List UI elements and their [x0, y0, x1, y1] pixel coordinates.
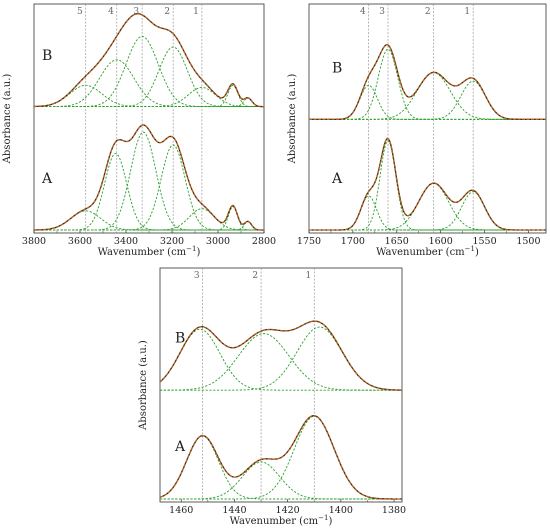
component-band-A — [160, 461, 402, 500]
component-band-A — [159, 435, 402, 500]
x-tick-label: 1650 — [385, 236, 409, 247]
component-band-B — [34, 59, 264, 108]
trace-label-B: B — [175, 330, 185, 346]
plot-frame — [159, 267, 403, 503]
y-axis-title: Absorbance (a.u.) — [2, 74, 13, 165]
x-tick-label: 2800 — [252, 236, 276, 247]
x-tick-label: 1460 — [169, 505, 193, 516]
component-band-A — [309, 140, 546, 231]
x-axis-title-close: ) — [197, 247, 201, 258]
x-tick-label: 1440 — [222, 505, 246, 516]
x-tick-label: 3400 — [114, 236, 138, 247]
trace-label-A: A — [41, 171, 53, 187]
x-tick-label: 1420 — [276, 505, 300, 516]
x-axis-title: Wavenumber (cm−1) — [376, 245, 479, 258]
measured-spectrum-A — [309, 137, 546, 231]
y-axis-title: Absorbance (a.u.) — [138, 340, 149, 431]
peak-marker-label: 3 — [133, 7, 139, 17]
component-band-A — [34, 221, 264, 231]
peak-marker-label: 2 — [252, 271, 258, 281]
x-tick-label: 3200 — [160, 236, 184, 247]
component-band-A — [309, 182, 546, 231]
plot-frame — [33, 3, 265, 234]
peak-marker-label: 4 — [108, 7, 114, 17]
component-band-B — [34, 87, 264, 108]
x-tick-label: 1700 — [341, 236, 365, 247]
measured-spectrum-B — [159, 320, 403, 391]
peak-marker-label: 2 — [164, 7, 170, 17]
x-axis-title-superscript: −1 — [186, 245, 196, 253]
x-axis-title-close: ) — [329, 516, 333, 527]
x-tick-label: 1750 — [297, 236, 321, 247]
plot-frame — [308, 3, 547, 234]
measured-spectrum-A — [159, 414, 402, 500]
component-band-B — [309, 84, 546, 120]
component-band-B — [309, 72, 546, 120]
peak-marker-label: 1 — [193, 7, 199, 17]
fitted-envelope-B — [159, 320, 403, 391]
component-band-A — [34, 131, 264, 231]
peak-marker-label: 1 — [464, 7, 470, 17]
x-tick-label: 1600 — [429, 236, 453, 247]
x-tick-label: 1400 — [329, 505, 353, 516]
x-axis-title-main: Wavenumber (cm — [376, 247, 465, 258]
peak-marker-label: 3 — [194, 271, 200, 281]
component-band-B — [159, 328, 402, 391]
trace-label-B: B — [332, 61, 342, 77]
measured-spectrum-B — [33, 13, 264, 108]
measured-spectrum-A — [33, 124, 264, 231]
x-axis-title-main: Wavenumber (cm — [230, 516, 319, 527]
component-band-A — [309, 195, 546, 231]
x-axis-title: Wavenumber (cm−1) — [98, 245, 201, 258]
measured-spectrum-B — [309, 44, 546, 121]
component-band-B — [34, 35, 264, 108]
peak-marker-label: 2 — [425, 7, 431, 17]
trace-label-A: A — [174, 439, 186, 455]
y-axis-title: Absorbance (a.u.) — [287, 74, 298, 165]
component-band-A — [34, 144, 264, 231]
peak-marker-label: 3 — [379, 7, 385, 17]
panel-top-right: 1750 1700 1650 1600 1550 1500 Absorbance (a.u.… — [287, 3, 547, 258]
component-band-B — [160, 326, 403, 391]
x-tick-label: 3600 — [68, 236, 92, 247]
x-tick-label: 3800 — [22, 236, 46, 247]
fitted-envelope-A — [159, 415, 402, 500]
x-axis-title-main: Wavenumber (cm — [98, 247, 187, 258]
fitted-envelope-A — [33, 124, 264, 231]
peak-marker-label: 4 — [360, 7, 366, 17]
trace-label-B: B — [42, 48, 52, 64]
panel-top-left: 3800 3600 3400 3200 3000 2800 Absorbance (a.u.… — [2, 3, 276, 258]
peak-marker-label: 5 — [77, 7, 83, 17]
x-axis-title-close: ) — [475, 247, 479, 258]
component-band-A — [309, 191, 546, 231]
x-axis-title: Wavenumber (cm−1) — [230, 514, 333, 527]
x-axis-title-superscript: −1 — [318, 514, 328, 522]
component-band-B — [309, 48, 546, 120]
x-tick-label: 1380 — [382, 505, 406, 516]
trace-label-A: A — [331, 171, 343, 187]
component-band-B — [34, 46, 264, 108]
x-tick-label: 1550 — [472, 236, 496, 247]
component-band-B — [34, 97, 264, 108]
x-axis-title-superscript: −1 — [465, 245, 475, 253]
fitted-envelope-B — [309, 44, 546, 120]
fitted-envelope-A — [309, 137, 546, 231]
x-tick-label: 3000 — [206, 236, 230, 247]
x-tick-label: 1500 — [516, 236, 540, 247]
fitted-envelope-B — [33, 13, 264, 108]
component-band-B — [309, 80, 546, 120]
panel-bottom-center: 1460 1440 1420 1400 1380 Absorbance (a.u.) Wav… — [138, 267, 406, 527]
peak-marker-label: 1 — [306, 271, 312, 281]
